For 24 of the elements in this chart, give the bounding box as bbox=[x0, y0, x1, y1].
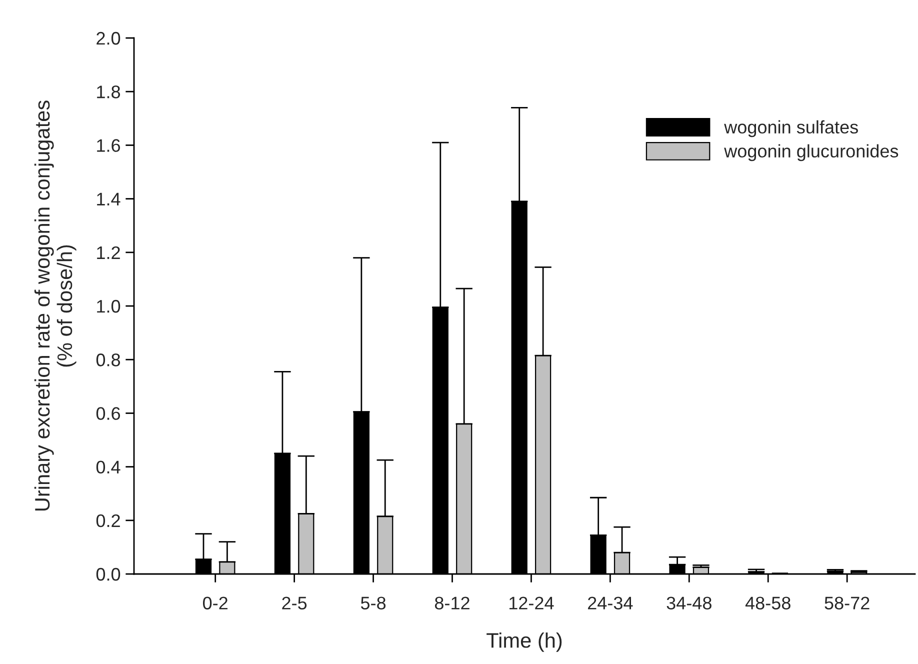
x-tick-label: 5-8 bbox=[360, 596, 386, 610]
x-tick-label: 34-48 bbox=[666, 596, 712, 610]
x-tick-label: 12-24 bbox=[510, 596, 554, 610]
legend-label: wogonin sulfates bbox=[724, 120, 858, 138]
y-tick-label: 1.6 bbox=[97, 139, 120, 152]
y-tick-label: 1.0 bbox=[97, 300, 120, 313]
y-tick-label: 0.4 bbox=[96, 460, 120, 474]
x-tick-label: 24-34 bbox=[588, 596, 633, 610]
y-tick-label: 0.2 bbox=[96, 514, 120, 528]
x-tick-label: 48-58 bbox=[745, 596, 790, 610]
y-axis-title: Urinary excretion rate of wogonin conjugates (% of dose/h) bbox=[34, 100, 76, 511]
y-tick-label: 1.8 bbox=[97, 86, 120, 98]
x-tick-label: 58-72 bbox=[824, 596, 870, 610]
x-tick-label: 8-12 bbox=[434, 596, 470, 610]
y-tick-label: 1.4 bbox=[97, 192, 120, 206]
x-tick-label: 2-5 bbox=[282, 596, 307, 610]
y-tick-label: 0.8 bbox=[96, 354, 120, 366]
y-tick-label: 0.0 bbox=[96, 568, 120, 581]
legend-label: wogonin glucuronides bbox=[724, 144, 898, 162]
x-tick-label: 0-2 bbox=[202, 596, 228, 610]
y-tick-label: 0.6 bbox=[96, 407, 120, 420]
y-tick-label: 2.0 bbox=[96, 32, 120, 45]
y-tick-label: 1.2 bbox=[97, 246, 120, 259]
x-axis-title: Time (h) bbox=[486, 632, 562, 652]
